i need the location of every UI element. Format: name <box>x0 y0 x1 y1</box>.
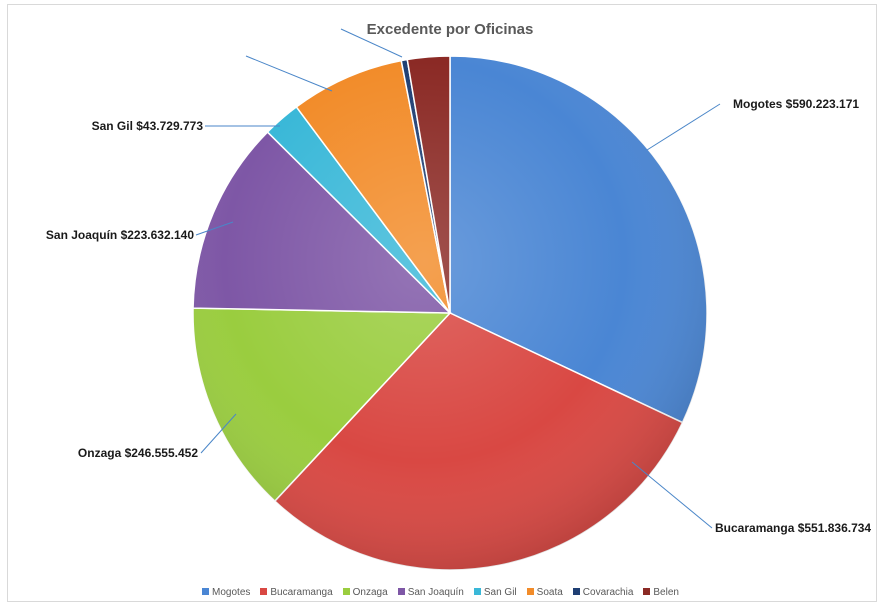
legend-label: Covarachia <box>582 587 634 598</box>
legend-label: Belen <box>653 587 679 598</box>
legend-swatch <box>397 588 405 595</box>
legend-swatch <box>572 588 580 595</box>
legend-item: San Joaquín <box>397 587 464 598</box>
legend-item: Belen <box>643 587 679 598</box>
legend-label: Soata <box>536 587 563 598</box>
legend-swatch <box>643 588 651 595</box>
legend-item: Soata <box>526 587 563 598</box>
data-label: Bucaramanga $551.836.734 <box>715 521 871 535</box>
leader-line <box>340 28 403 58</box>
legend-label: Onzaga <box>352 587 388 598</box>
legend-swatch <box>260 588 268 595</box>
data-labels: Mogotes $590.223.171 Bucaramanga $551.836… <box>46 28 871 535</box>
leader-line <box>631 461 713 529</box>
leader-line <box>245 55 333 92</box>
legend-label: San Joaquín <box>407 587 464 598</box>
pie-slices <box>192 55 708 571</box>
legend-label: Mogotes <box>212 587 251 598</box>
chart-title: Excedente por Oficinas <box>367 21 534 38</box>
data-label: Mogotes $590.223.171 <box>733 97 859 111</box>
leader-line <box>646 103 721 151</box>
legend-item: Bucaramanga <box>260 587 333 598</box>
legend-swatch <box>202 588 210 595</box>
legend-label: Bucaramanga <box>270 587 333 598</box>
legend-swatch <box>473 588 481 595</box>
data-label: San Gil $43.729.773 <box>92 119 204 133</box>
legend-item: Covarachia <box>572 587 634 598</box>
legend-item: San Gil <box>473 587 517 598</box>
data-label: Onzaga $246.555.452 <box>78 446 198 460</box>
legend-swatch <box>526 588 534 595</box>
leader-line <box>195 221 234 236</box>
chart-legend: Mogotes Bucaramanga Onzaga San Joaquín San G… <box>0 587 881 598</box>
legend-item: Mogotes <box>202 587 250 598</box>
legend-swatch <box>342 588 350 595</box>
data-label: San Joaquín $223.632.140 <box>46 228 194 242</box>
legend-label: San Gil <box>483 587 517 598</box>
leader-line <box>200 413 237 454</box>
legend-item: Onzaga <box>342 587 388 598</box>
